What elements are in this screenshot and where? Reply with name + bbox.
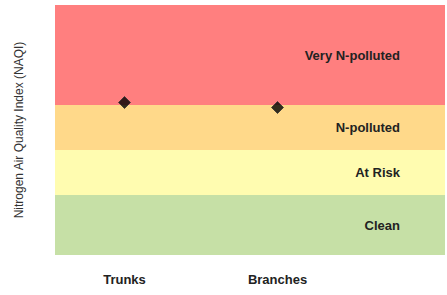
svg-text:Very N-polluted: Very N-polluted [305, 48, 400, 63]
svg-text:Clean: Clean [365, 218, 400, 233]
svg-text:N-polluted: N-polluted [336, 120, 400, 135]
svg-text:Nitrogen Air Quality Index (NA: Nitrogen Air Quality Index (NAQI) [12, 42, 26, 219]
svg-text:Trunks: Trunks [103, 272, 146, 287]
svg-text:Branches: Branches [248, 272, 307, 287]
svg-text:At Risk: At Risk [355, 165, 401, 180]
